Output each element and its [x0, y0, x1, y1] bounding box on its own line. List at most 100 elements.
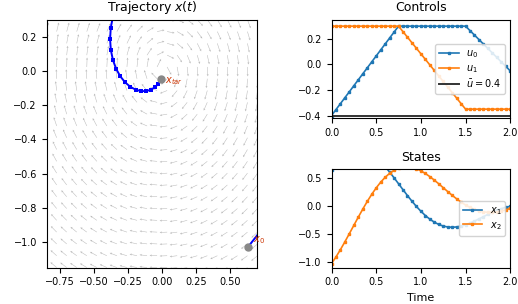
$x_2$ [378, 180, 384, 184]
$u_0$ [333, 108, 339, 111]
$x_2$ [498, 209, 505, 213]
$x_2$ [507, 207, 513, 210]
$u_0$ [355, 78, 362, 81]
$u_1$ [463, 107, 469, 111]
$u_1$ [502, 107, 509, 111]
$x_2$ [395, 166, 401, 170]
$u_1$ [351, 24, 357, 28]
$u_0$ [359, 72, 366, 76]
$u_1$ [369, 24, 375, 28]
$x_1$ [453, 225, 459, 229]
$x_1$ [480, 215, 486, 219]
$u_1$ [431, 69, 437, 72]
$u_0$ [458, 24, 464, 28]
$x_2$ [328, 262, 335, 265]
$u_1$ [427, 63, 433, 67]
$x_1$ [449, 226, 455, 229]
$u_0$ [440, 24, 447, 28]
$x_1$ [463, 223, 469, 226]
$x_1$ [418, 209, 424, 213]
$u_1$ [489, 107, 495, 111]
$u_0$ [418, 24, 424, 28]
$x_2$ [386, 171, 393, 175]
$u_0$ [405, 24, 411, 28]
$u_0$ [498, 60, 505, 64]
$u_0$ [369, 60, 375, 64]
Title: States: States [401, 151, 441, 164]
$x_2$ [436, 182, 442, 186]
$x_1$ [373, 156, 379, 159]
$x_1$ [359, 147, 366, 151]
$x_1$ [422, 214, 428, 217]
$x_2$ [471, 208, 478, 211]
$u_1$ [507, 107, 513, 111]
$x_2$ [373, 186, 379, 190]
$u_1$ [364, 24, 370, 28]
$u_1$ [386, 24, 393, 28]
$u_0$ [444, 24, 451, 28]
Line: $x_2$: $x_2$ [330, 165, 512, 265]
$x_1$ [333, 162, 339, 166]
$u_1$ [346, 24, 352, 28]
$x_2$ [480, 210, 486, 214]
$x_2$ [467, 206, 473, 209]
$x_1$ [440, 224, 447, 228]
$x_1$ [328, 168, 335, 172]
$x_1$ [485, 212, 491, 216]
Title: Trajectory $x(t)$: Trajectory $x(t)$ [107, 0, 197, 16]
$u_1$ [440, 80, 447, 83]
$x_1$ [391, 176, 397, 180]
$x_2$ [449, 193, 455, 197]
$x_2$ [418, 169, 424, 173]
$x_1$ [386, 170, 393, 174]
$u_1$ [333, 24, 339, 28]
$x_1$ [502, 206, 509, 209]
$x_1$ [337, 157, 343, 160]
$x_2$ [333, 255, 339, 259]
Text: $x_0$: $x_0$ [253, 234, 265, 246]
$u_1$ [359, 24, 366, 28]
Line: $x_1$: $x_1$ [330, 147, 512, 229]
Title: Controls: Controls [395, 2, 447, 14]
$u_0$ [391, 30, 397, 34]
$u_0$ [351, 84, 357, 88]
$x_1$ [413, 205, 420, 208]
$x_2$ [458, 200, 464, 204]
$u_0$ [480, 42, 486, 46]
$u_0$ [395, 24, 401, 28]
$x_2$ [489, 210, 495, 214]
$x_1$ [471, 219, 478, 223]
$u_0$ [337, 102, 343, 105]
$x_2$ [413, 167, 420, 171]
Legend: $u_0$, $u_1$, $\bar{u}=0.4$: $u_0$, $u_1$, $\bar{u}=0.4$ [435, 44, 506, 94]
$x_1$ [467, 221, 473, 225]
$u_0$ [485, 47, 491, 50]
$x_1$ [436, 223, 442, 226]
$x_1$ [494, 209, 500, 212]
$x_1$ [405, 194, 411, 197]
$x_2$ [369, 192, 375, 196]
$x_1$ [395, 182, 401, 185]
$u_1$ [476, 107, 482, 111]
$x_2$ [502, 208, 509, 212]
$u_0$ [386, 36, 393, 40]
$x_1$ [476, 217, 482, 221]
$x_2$ [405, 165, 411, 169]
Line: $u_0$: $u_0$ [330, 25, 512, 117]
X-axis label: Time: Time [407, 293, 435, 303]
$u_1$ [471, 107, 478, 111]
Text: $x_{tar}$: $x_{tar}$ [165, 75, 183, 87]
$u_0$ [342, 96, 348, 99]
$u_1$ [337, 24, 343, 28]
$x_1$ [382, 165, 388, 168]
$u_1$ [378, 24, 384, 28]
$u_1$ [373, 24, 379, 28]
$x_1$ [409, 199, 415, 203]
$x_2$ [346, 232, 352, 235]
$u_0$ [400, 24, 406, 28]
$x_2$ [400, 165, 406, 169]
$x_2$ [422, 172, 428, 175]
$x_1$ [369, 152, 375, 156]
$u_1$ [405, 35, 411, 39]
$x_1$ [400, 188, 406, 192]
